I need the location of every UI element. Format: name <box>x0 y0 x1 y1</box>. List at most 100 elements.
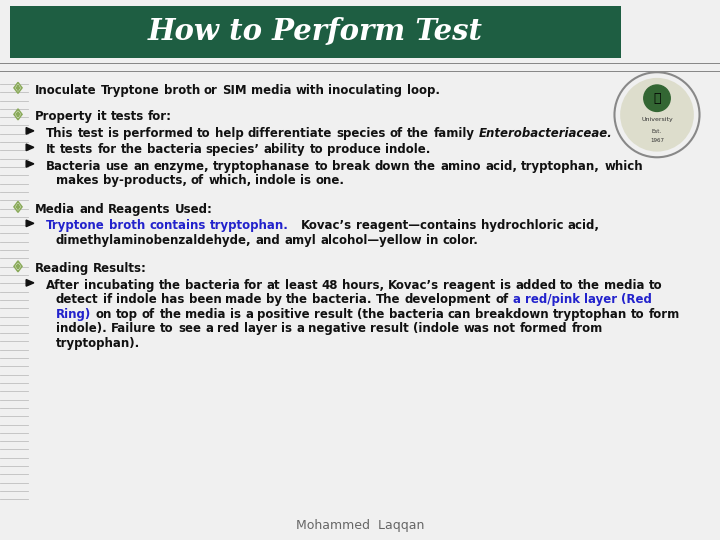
Text: inoculating: inoculating <box>328 84 402 97</box>
Text: Kovac’s: Kovac’s <box>388 279 439 292</box>
Text: if: if <box>103 293 112 306</box>
Text: acid,: acid, <box>567 219 599 232</box>
Text: University: University <box>641 117 673 122</box>
Text: least: least <box>284 279 318 292</box>
Text: family: family <box>433 126 474 140</box>
Text: has: has <box>161 293 184 306</box>
Circle shape <box>17 85 19 87</box>
Text: ability: ability <box>264 143 305 156</box>
Text: to: to <box>560 279 574 292</box>
Text: the: the <box>414 160 436 173</box>
Text: was: was <box>464 322 490 335</box>
Circle shape <box>17 89 19 90</box>
Text: a: a <box>205 322 213 335</box>
Text: (Red: (Red <box>621 293 652 306</box>
Text: is: is <box>500 279 511 292</box>
Text: The: The <box>376 293 400 306</box>
Text: to: to <box>631 308 644 321</box>
Circle shape <box>620 78 694 152</box>
Text: a: a <box>296 322 304 335</box>
Polygon shape <box>26 144 34 151</box>
Text: see: see <box>178 322 201 335</box>
Circle shape <box>19 87 20 89</box>
Text: indole.: indole. <box>385 143 431 156</box>
Text: the: the <box>578 279 600 292</box>
Text: at: at <box>267 279 281 292</box>
Text: negative: negative <box>308 322 366 335</box>
Text: indole: indole <box>116 293 157 306</box>
Text: by-products,: by-products, <box>103 174 186 187</box>
Polygon shape <box>14 201 22 212</box>
Circle shape <box>19 206 20 207</box>
Text: amino: amino <box>441 160 481 173</box>
Text: tryptophan: tryptophan <box>553 308 627 321</box>
Text: Kovac’s: Kovac’s <box>301 219 352 232</box>
Text: the: the <box>407 126 429 140</box>
Text: broth: broth <box>109 219 145 232</box>
Text: not: not <box>493 322 516 335</box>
Circle shape <box>16 206 17 207</box>
Text: use: use <box>106 160 129 173</box>
Text: detect: detect <box>56 293 99 306</box>
Polygon shape <box>16 204 20 210</box>
Text: enzyme,: enzyme, <box>153 160 209 173</box>
Text: layer: layer <box>244 322 277 335</box>
Text: from: from <box>572 322 603 335</box>
Text: positive: positive <box>257 308 310 321</box>
Text: species’: species’ <box>206 143 260 156</box>
Polygon shape <box>26 220 34 227</box>
Polygon shape <box>16 111 20 117</box>
Text: to: to <box>161 322 174 335</box>
Circle shape <box>17 205 19 206</box>
Text: indole: indole <box>256 174 296 187</box>
Text: Bacteria: Bacteria <box>46 160 102 173</box>
Text: which,: which, <box>208 174 251 187</box>
Text: a: a <box>513 293 521 306</box>
Text: to: to <box>310 143 323 156</box>
Circle shape <box>16 113 17 115</box>
Text: is: is <box>281 322 292 335</box>
Circle shape <box>17 208 19 209</box>
Text: Inoculate: Inoculate <box>35 84 96 97</box>
Text: by: by <box>266 293 282 306</box>
Text: the: the <box>159 308 181 321</box>
Polygon shape <box>14 109 22 120</box>
Text: After: After <box>46 279 80 292</box>
Text: for: for <box>243 279 263 292</box>
Text: a: a <box>246 308 253 321</box>
Text: Est.: Est. <box>652 129 662 134</box>
Text: red: red <box>217 322 240 335</box>
Text: of: of <box>495 293 508 306</box>
Text: down: down <box>374 160 410 173</box>
Text: in: in <box>426 234 438 247</box>
Text: SIM: SIM <box>222 84 247 97</box>
Text: Tryptone: Tryptone <box>46 219 104 232</box>
Text: bacteria: bacteria <box>389 308 444 321</box>
Text: Media: Media <box>35 202 75 215</box>
Text: of: of <box>390 126 403 140</box>
Text: the: the <box>121 143 143 156</box>
Text: media: media <box>604 279 644 292</box>
Text: for: for <box>97 143 117 156</box>
Polygon shape <box>14 82 22 93</box>
Text: break: break <box>333 160 370 173</box>
Text: to: to <box>649 279 662 292</box>
Text: red/pink: red/pink <box>525 293 580 306</box>
Text: 1967: 1967 <box>650 138 664 143</box>
Text: dimethylaminobenzaldehyde,: dimethylaminobenzaldehyde, <box>56 234 251 247</box>
Circle shape <box>19 113 20 115</box>
Text: How to Perform Test: How to Perform Test <box>148 17 483 46</box>
Text: to: to <box>197 126 211 140</box>
Text: reagent: reagent <box>444 279 496 292</box>
Text: Failure: Failure <box>111 322 156 335</box>
Polygon shape <box>14 261 22 272</box>
Text: tests: tests <box>60 143 94 156</box>
Circle shape <box>17 264 19 266</box>
Text: the: the <box>158 279 181 292</box>
Text: Mohammed  Laqqan: Mohammed Laqqan <box>296 519 424 532</box>
Text: and: and <box>79 202 104 215</box>
Text: it: it <box>97 110 107 123</box>
Text: an: an <box>133 160 149 173</box>
Text: formed: formed <box>520 322 567 335</box>
Text: or: or <box>204 84 218 97</box>
